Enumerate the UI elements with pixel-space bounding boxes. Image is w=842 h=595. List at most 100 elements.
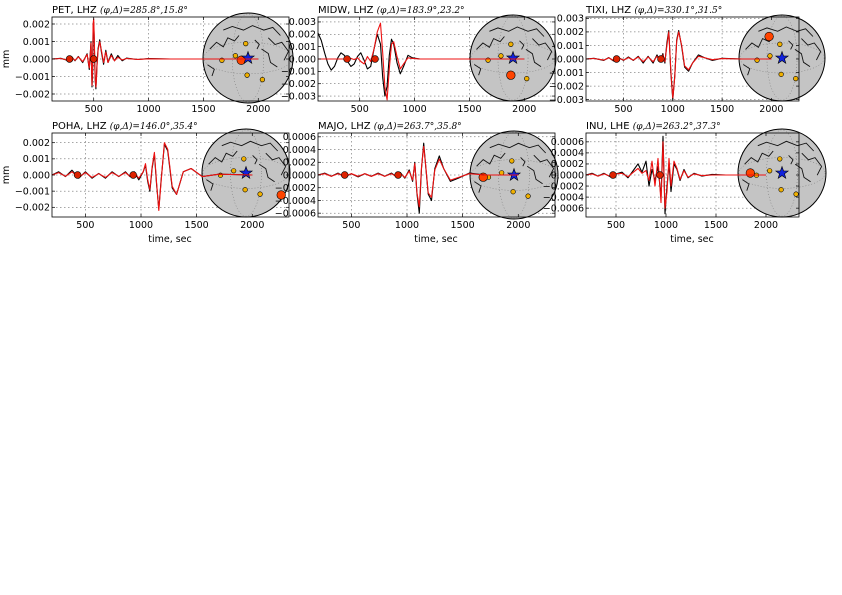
x-tick-label: 1500	[451, 220, 475, 231]
y-tick-label: −0.0004	[275, 196, 316, 207]
latitude-line	[739, 42, 825, 74]
coastline	[520, 157, 526, 167]
station-dot-icon	[777, 156, 783, 162]
x-tick-label: 1000	[129, 220, 153, 231]
x-tick-label: 1500	[704, 220, 728, 231]
coastline	[526, 165, 543, 185]
y-tick-label: −0.001	[281, 67, 316, 78]
station-dot-icon	[778, 187, 784, 193]
station-dot-icon	[498, 53, 504, 59]
x-tick-label: 500	[342, 220, 360, 231]
coastline	[788, 155, 794, 165]
station-marker-icon	[506, 70, 516, 80]
coastline	[519, 40, 525, 50]
y-tick-label: 0.0000	[551, 170, 584, 181]
coastline	[207, 64, 215, 77]
station-dot-icon	[508, 41, 514, 47]
coastline	[532, 38, 553, 61]
epicenter-star-icon	[774, 50, 790, 65]
x-tick-label: 2000	[246, 104, 270, 115]
pick-marker-icon	[394, 171, 402, 179]
pick-marker-icon	[341, 171, 349, 179]
x-axis-label: time, sec	[148, 234, 192, 245]
x-tick-label: 1000	[395, 220, 419, 231]
y-tick-label: 0.0002	[283, 158, 316, 169]
station-dot-icon	[510, 189, 516, 195]
x-tick-label: 2000	[512, 104, 536, 115]
y-tick-label: −0.0002	[543, 181, 584, 192]
x-tick-label: 1000	[402, 104, 426, 115]
panel-inu: INU, LHE (φ,Δ)=263.2°,37.3° time, sec 50…	[543, 121, 827, 245]
y-tick-label: 0.0000	[283, 170, 316, 181]
coastline	[743, 64, 751, 76]
coastline	[209, 35, 240, 50]
y-axis-label: mm	[1, 166, 12, 185]
pick-marker-icon	[129, 171, 137, 179]
y-tick-label: 0.0006	[551, 137, 584, 148]
coastline	[223, 25, 281, 36]
x-tick-label: 2000	[240, 220, 264, 231]
y-tick-label: −0.002	[15, 89, 50, 100]
pick-marker-icon	[609, 171, 617, 179]
y-tick-label: 0.002	[23, 138, 50, 149]
latitude-line	[203, 42, 293, 74]
x-axis-label: time, sec	[670, 234, 714, 245]
station-marker-icon	[745, 168, 755, 178]
y-tick-label: −0.002	[549, 81, 584, 92]
x-tick-label: 1500	[185, 220, 209, 231]
panel-title: MAJO, LHZ (φ,Δ)=263.7°,35.8°	[318, 121, 462, 132]
x-tick-label: 1500	[457, 104, 481, 115]
coastline	[533, 154, 555, 178]
y-tick-label: 0.0006	[283, 132, 316, 143]
longitude-line	[232, 13, 264, 103]
x-tick-label: 1500	[710, 104, 734, 115]
synthetic-trace	[317, 145, 519, 208]
y-tick-label: 0.001	[23, 154, 50, 165]
pick-marker-icon	[657, 55, 665, 63]
coastline	[801, 152, 823, 176]
coastline	[476, 36, 505, 50]
panel-title: POHA, LHZ (φ,Δ)=146.0°,35.4°	[52, 121, 198, 132]
epicenter-star-icon	[238, 165, 254, 180]
y-tick-label: 0.002	[557, 27, 584, 38]
y-tick-label: −0.0004	[543, 192, 584, 203]
coastline	[261, 48, 278, 68]
panel-majo: MAJO, LHZ (φ,Δ)=263.7°,35.8° time, sec 5…	[275, 121, 559, 245]
synthetic-trace	[51, 142, 253, 212]
y-tick-label: 0.001	[557, 41, 584, 52]
station-dot-icon	[525, 193, 531, 199]
coastline	[758, 26, 814, 37]
pick-marker-icon	[656, 171, 664, 179]
longitude-line	[497, 15, 529, 101]
y-axis-label: mm	[1, 50, 12, 69]
synthetic-trace	[51, 18, 259, 88]
y-tick-label: −0.003	[549, 95, 584, 106]
synthetic-trace	[585, 141, 766, 209]
coastline	[474, 181, 482, 193]
y-tick-label: 0.003	[289, 17, 316, 28]
epicenter-star-icon	[774, 165, 790, 180]
pick-marker-icon	[371, 55, 379, 63]
station-dot-icon	[767, 168, 773, 174]
y-tick-label: −0.002	[15, 203, 50, 214]
y-tick-label: 0.000	[23, 170, 50, 181]
coastline	[489, 26, 545, 37]
panel-midw: MIDW, LHZ (φ,Δ)=183.9°,23.2° 500 1000 1500…	[281, 5, 557, 115]
y-tick-label: 0.000	[557, 54, 584, 65]
y-tick-label: 0.0004	[551, 148, 584, 159]
x-tick-label: 2000	[759, 104, 783, 115]
x-tick-label: 500	[607, 220, 625, 231]
station-dot-icon	[793, 191, 799, 197]
panel-pet: PET, LHZ (φ,Δ)=285.8°,15.8° mm 500 1000 15…	[1, 5, 294, 115]
y-tick-label: 0.0002	[551, 159, 584, 170]
station-marker-icon	[276, 190, 286, 200]
y-tick-label: −0.002	[281, 79, 316, 90]
x-tick-label: 500	[351, 104, 369, 115]
y-tick-label: 0.001	[23, 37, 50, 48]
epicenter-star-icon	[505, 50, 521, 65]
pick-marker-icon	[73, 171, 82, 179]
station-dot-icon	[257, 191, 263, 197]
longitude-line	[766, 15, 798, 101]
y-tick-label: −0.001	[15, 186, 50, 197]
